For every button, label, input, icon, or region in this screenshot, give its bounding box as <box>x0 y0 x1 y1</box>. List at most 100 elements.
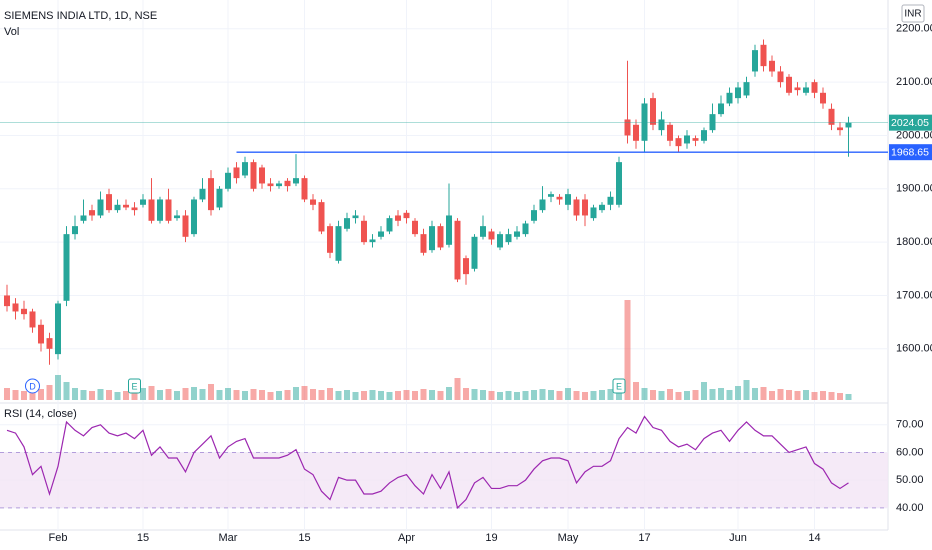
candle-body <box>97 199 104 216</box>
volume-bar <box>123 391 129 400</box>
candle-body <box>726 92 733 104</box>
candle-body <box>131 207 138 211</box>
volume-bar <box>726 390 733 400</box>
candle-body <box>803 87 809 93</box>
volume-bar <box>335 391 342 400</box>
volume-bar <box>114 392 121 400</box>
volume-bar <box>165 389 172 400</box>
candle-body <box>607 196 614 205</box>
rsi-line <box>6 415 849 510</box>
volume-bar <box>148 386 155 400</box>
candle-body <box>378 231 384 237</box>
candle-body <box>301 178 308 200</box>
candle-body <box>225 172 231 189</box>
volume-bar <box>675 392 682 400</box>
marks <box>0 39 888 510</box>
candle-body <box>590 207 597 219</box>
volume-bar <box>63 382 70 400</box>
candle-body <box>420 234 427 253</box>
volume-bar <box>463 388 469 400</box>
chart-title: SIEMENS INDIA LTD, 1D, NSE <box>4 10 157 22</box>
volume-bar <box>131 392 138 400</box>
volume-bar <box>403 390 410 400</box>
volume-bar <box>531 390 537 400</box>
x-tick-label: Feb <box>49 532 68 544</box>
volume-bar <box>497 392 503 400</box>
volume-bar <box>157 390 163 400</box>
volume-bar <box>199 389 206 400</box>
candle-body <box>624 119 631 136</box>
candle-body <box>276 183 282 187</box>
volume-bar <box>769 391 775 400</box>
volume-bar <box>437 391 444 400</box>
volume-bar <box>811 392 818 400</box>
volume-bar <box>837 393 843 400</box>
volume-bar <box>845 394 852 400</box>
grid <box>0 0 888 530</box>
currency-box[interactable] <box>901 4 925 23</box>
volume-bar <box>641 388 648 400</box>
volume-bar <box>378 391 384 400</box>
candle-body <box>828 108 835 125</box>
x-tick-label: Apr <box>398 532 415 544</box>
volume-bar <box>182 388 189 400</box>
y-tick-label: 1800.00 <box>896 236 932 248</box>
candle-body <box>650 98 656 125</box>
candle-body <box>293 178 299 184</box>
volume-bar <box>820 391 826 400</box>
x-tick-label: May <box>558 532 579 544</box>
volume-bar <box>565 388 571 400</box>
volume-bar <box>250 389 257 400</box>
candle-body <box>777 71 784 83</box>
level-label: 1968.65 <box>891 146 929 158</box>
x-tick-label: 17 <box>638 532 650 544</box>
candle-body <box>216 188 223 208</box>
volume-bar <box>471 389 478 400</box>
rsi-tick-label: 60.00 <box>896 446 924 458</box>
candle-body <box>752 50 758 72</box>
candle-body <box>165 199 172 221</box>
candle-body <box>259 167 265 184</box>
y-tick-label: 2200.00 <box>896 23 932 35</box>
candle-body <box>21 308 27 315</box>
volume-bar <box>352 392 359 400</box>
volume-bar <box>718 388 724 400</box>
candle-body <box>794 87 801 91</box>
volume-bar <box>743 380 750 400</box>
volume-bar <box>760 387 767 400</box>
candle-body <box>437 226 444 248</box>
volume-bar <box>624 300 631 400</box>
x-tick-label: 14 <box>808 532 820 544</box>
candle-body <box>531 210 537 221</box>
volume-bar <box>80 390 87 400</box>
candle-body <box>811 82 818 93</box>
candle-body <box>786 76 792 93</box>
volume-bar <box>607 389 614 400</box>
candle-body <box>114 204 121 211</box>
candle-body <box>658 119 665 131</box>
volume-bar <box>21 391 27 400</box>
volume-bar <box>293 387 299 400</box>
volume-bar <box>786 390 792 400</box>
volume-bar <box>539 389 546 400</box>
volume-bar <box>242 391 248 400</box>
candle-body <box>284 180 291 187</box>
candle-body <box>488 231 495 240</box>
volume-bar <box>208 384 214 400</box>
candle-body <box>369 239 376 243</box>
candle-body <box>157 199 163 221</box>
volume-bar <box>590 391 597 400</box>
volume-bar <box>505 391 512 400</box>
candle-body <box>174 215 180 219</box>
rsi-title: RSI (14, close) <box>4 408 77 420</box>
candle-body <box>361 220 367 243</box>
rsi-tick-label: 70.00 <box>896 419 924 431</box>
candle-body <box>701 130 707 141</box>
volume-bar <box>140 388 146 400</box>
volume-bar <box>429 390 435 400</box>
candle-body <box>599 204 605 211</box>
candle-body <box>480 226 486 237</box>
currency[interactable]: INR <box>904 9 921 20</box>
x-tick-label: 15 <box>298 532 310 544</box>
